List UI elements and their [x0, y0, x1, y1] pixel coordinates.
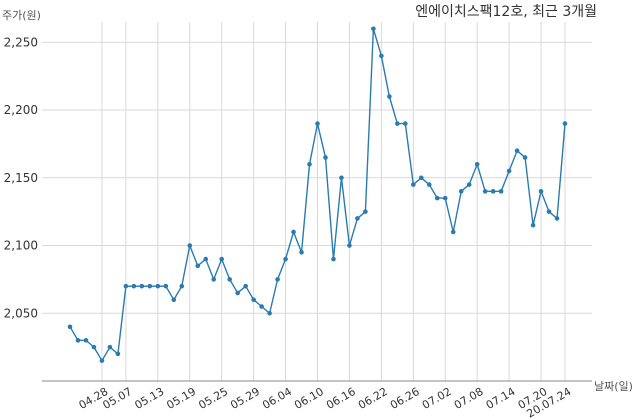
x-tick-label: 06.26: [388, 385, 422, 412]
data-point: [538, 189, 544, 194]
data-point: [283, 256, 288, 262]
data-point: [155, 283, 161, 289]
axis-layer: 2,0502,1002,1502,2002,25004.2805.0705.13…: [4, 35, 592, 419]
y-tick-label: 2,100: [4, 239, 38, 253]
data-point: [490, 189, 496, 194]
x-tick-label: 05.13: [132, 385, 166, 412]
data-point: [458, 189, 464, 194]
x-tick-label: 06.04: [260, 385, 294, 412]
data-point: [139, 283, 145, 289]
data-point: [123, 283, 129, 289]
data-point: [562, 121, 568, 126]
data-point: [251, 297, 256, 303]
data-point: [67, 324, 73, 330]
x-tick-label: 06.10: [292, 385, 326, 412]
data-point: [418, 175, 424, 181]
data-point: [331, 256, 336, 262]
data-point: [546, 209, 552, 214]
data-point: [195, 263, 201, 269]
data-point: [227, 277, 232, 282]
data-point: [187, 243, 193, 248]
data-point: [83, 338, 89, 343]
data-point: [450, 229, 456, 235]
x-tick-label: 05.19: [164, 385, 198, 412]
data-point: [426, 182, 432, 187]
data-point: [107, 344, 113, 350]
x-tick-label: 07.14: [484, 385, 518, 412]
x-tick-label: 07.02: [420, 385, 454, 412]
chart-title: 엔에이치스팩12호, 최근 3개월: [415, 4, 597, 20]
data-point: [387, 94, 392, 99]
data-point: [554, 216, 560, 221]
x-axis-label: 날짜(일): [594, 379, 633, 393]
data-point: [99, 358, 105, 363]
label-layer: 엔에이치스팩12호, 최근 3개월 주가(원) 날짜(일): [2, 4, 633, 393]
data-point: [434, 195, 440, 201]
x-tick-label: 06.22: [356, 385, 390, 412]
data-point: [171, 297, 177, 303]
data-point: [91, 344, 97, 350]
data-point: [339, 175, 344, 181]
data-point: [323, 155, 328, 160]
y-tick-label: 2,250: [4, 35, 38, 49]
data-point: [363, 209, 368, 214]
data-point: [379, 53, 384, 59]
data-point: [347, 243, 352, 248]
x-tick-label: 06.16: [324, 385, 358, 412]
data-point: [203, 256, 209, 262]
data-point: [514, 148, 520, 153]
data-point: [403, 121, 408, 126]
data-point: [307, 161, 312, 167]
y-axis-label: 주가(원): [2, 9, 41, 22]
data-point: [275, 277, 280, 282]
data-point: [355, 216, 360, 221]
data-point: [291, 229, 296, 235]
y-tick-label: 2,050: [4, 306, 38, 320]
data-point: [466, 182, 472, 187]
data-point: [522, 155, 528, 160]
x-tick-label: 05.25: [196, 385, 230, 412]
data-point: [163, 283, 169, 289]
data-point: [442, 195, 448, 201]
data-point: [219, 256, 224, 262]
data-point: [235, 290, 240, 296]
series-layer: [67, 26, 568, 363]
data-point: [530, 222, 536, 228]
x-tick-label: 07.08: [452, 385, 486, 412]
y-tick-label: 2,200: [4, 103, 38, 117]
data-point: [474, 161, 480, 167]
data-point: [243, 283, 248, 289]
data-point: [75, 338, 81, 343]
data-point: [299, 250, 304, 255]
data-point: [147, 283, 153, 289]
data-point: [267, 310, 272, 316]
x-tick-label: 05.29: [228, 385, 262, 412]
data-point: [395, 121, 400, 126]
y-tick-label: 2,150: [4, 171, 38, 185]
grid-layer: [42, 22, 592, 381]
data-point: [315, 121, 320, 126]
data-point: [498, 189, 504, 194]
data-point: [259, 304, 264, 309]
data-point: [506, 168, 512, 174]
data-point: [131, 283, 137, 289]
data-point: [115, 351, 121, 357]
data-point: [211, 277, 217, 282]
data-point: [482, 189, 488, 194]
data-point: [411, 182, 416, 187]
data-point: [179, 283, 185, 289]
data-point: [371, 26, 376, 32]
